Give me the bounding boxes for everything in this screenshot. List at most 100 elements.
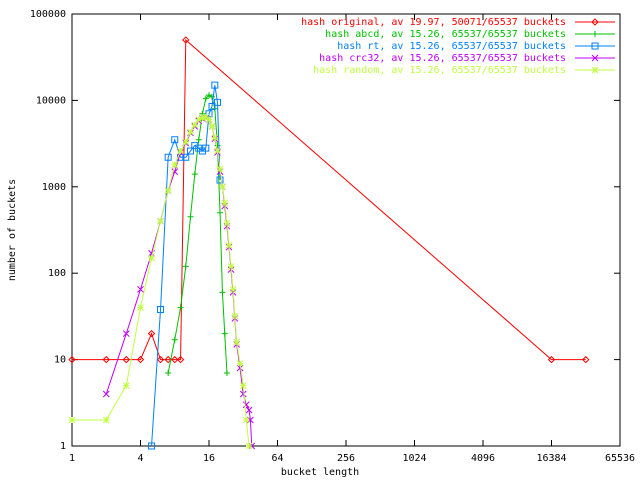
point-marker xyxy=(236,360,244,367)
point-marker xyxy=(208,102,216,110)
point-marker xyxy=(171,161,179,169)
x-tick-label: 1 xyxy=(69,453,75,464)
point-marker xyxy=(231,312,239,320)
x-tick-label: 1024 xyxy=(402,453,426,464)
point-marker xyxy=(202,144,210,152)
point-marker xyxy=(211,81,219,89)
point-marker xyxy=(137,304,144,311)
point-marker xyxy=(239,382,247,389)
point-marker xyxy=(156,355,165,364)
point-marker xyxy=(221,330,228,337)
point-marker xyxy=(171,355,179,364)
y-tick-label: 1000 xyxy=(42,182,66,193)
point-marker xyxy=(591,54,599,62)
point-marker xyxy=(164,355,172,364)
point-marker xyxy=(219,183,226,191)
point-marker xyxy=(229,286,237,293)
point-marker xyxy=(102,390,110,398)
point-marker xyxy=(122,355,130,364)
point-marker xyxy=(191,121,199,129)
x-axis-label: bucket length xyxy=(281,467,359,478)
point-marker xyxy=(148,442,156,450)
point-marker xyxy=(187,213,194,220)
point-marker xyxy=(195,136,202,143)
point-marker xyxy=(221,199,229,207)
point-marker xyxy=(148,254,155,262)
point-marker xyxy=(239,390,247,398)
point-marker xyxy=(122,382,130,389)
point-marker xyxy=(182,263,189,270)
y-tick-label: 10000 xyxy=(36,95,66,106)
point-marker xyxy=(102,416,110,424)
point-marker xyxy=(182,153,190,161)
point-marker xyxy=(582,355,590,364)
x-tick-label: 4 xyxy=(137,453,143,464)
y-tick-label: 1 xyxy=(60,441,66,452)
point-marker xyxy=(137,286,144,293)
point-marker xyxy=(122,330,130,337)
point-marker xyxy=(592,31,598,37)
series-line xyxy=(72,116,250,447)
point-marker xyxy=(147,329,156,338)
x-tick-label: 64 xyxy=(271,453,283,464)
point-marker xyxy=(191,171,198,178)
point-marker xyxy=(211,134,219,142)
point-marker xyxy=(195,116,203,123)
point-marker xyxy=(177,304,184,311)
point-marker xyxy=(205,116,213,123)
point-marker xyxy=(225,242,233,249)
point-marker xyxy=(182,138,190,146)
x-tick-label: 256 xyxy=(337,453,355,464)
legend-label: hash crc32, av 15.26, 65537/65537 bucket… xyxy=(319,53,566,64)
point-marker xyxy=(227,263,235,270)
point-marker xyxy=(208,93,215,100)
point-marker xyxy=(591,66,599,74)
y-tick-label: 100000 xyxy=(30,9,66,20)
legend-label: hash rt, av 15.26, 65537/65537 buckets xyxy=(337,41,566,52)
point-marker xyxy=(223,369,230,376)
point-marker xyxy=(187,128,194,136)
plot-frame xyxy=(71,13,621,447)
point-marker xyxy=(202,113,210,121)
point-marker xyxy=(164,153,172,161)
point-marker xyxy=(213,98,221,106)
x-tick-label: 4096 xyxy=(471,453,495,464)
point-marker xyxy=(245,406,253,414)
point-marker xyxy=(242,401,250,409)
point-marker xyxy=(177,147,184,155)
y-tick-label: 100 xyxy=(48,268,66,279)
point-marker xyxy=(242,416,250,424)
point-marker xyxy=(208,123,216,130)
point-marker xyxy=(171,336,178,343)
x-tick-label: 16 xyxy=(203,453,215,464)
legend-label: hash original, av 19.97, 50071/65537 buc… xyxy=(301,17,566,28)
point-marker xyxy=(171,136,179,144)
x-tick-label: 65536 xyxy=(605,453,635,464)
point-marker xyxy=(214,147,221,155)
point-marker xyxy=(191,142,199,150)
point-marker xyxy=(547,355,556,364)
legend-label: hash abcd, av 15.26, 65537/65537 buckets xyxy=(325,29,566,40)
point-marker xyxy=(199,114,206,122)
point-marker xyxy=(214,142,221,149)
point-marker xyxy=(164,187,172,195)
series-line xyxy=(151,85,221,447)
point-marker xyxy=(591,18,599,26)
point-marker xyxy=(165,369,172,376)
point-marker xyxy=(217,209,224,216)
point-marker xyxy=(223,219,231,227)
point-marker xyxy=(68,355,76,364)
point-marker xyxy=(202,95,209,102)
point-marker xyxy=(216,165,224,173)
y-axis-label: number of buckets xyxy=(7,179,18,281)
point-marker xyxy=(182,36,190,44)
y-tick-label: 10 xyxy=(54,355,66,366)
point-marker xyxy=(245,442,253,450)
point-marker xyxy=(195,144,203,152)
point-marker xyxy=(157,217,164,225)
point-marker xyxy=(198,147,206,155)
x-tick-label: 16384 xyxy=(536,453,566,464)
series-line xyxy=(105,117,253,447)
point-marker xyxy=(219,289,226,296)
